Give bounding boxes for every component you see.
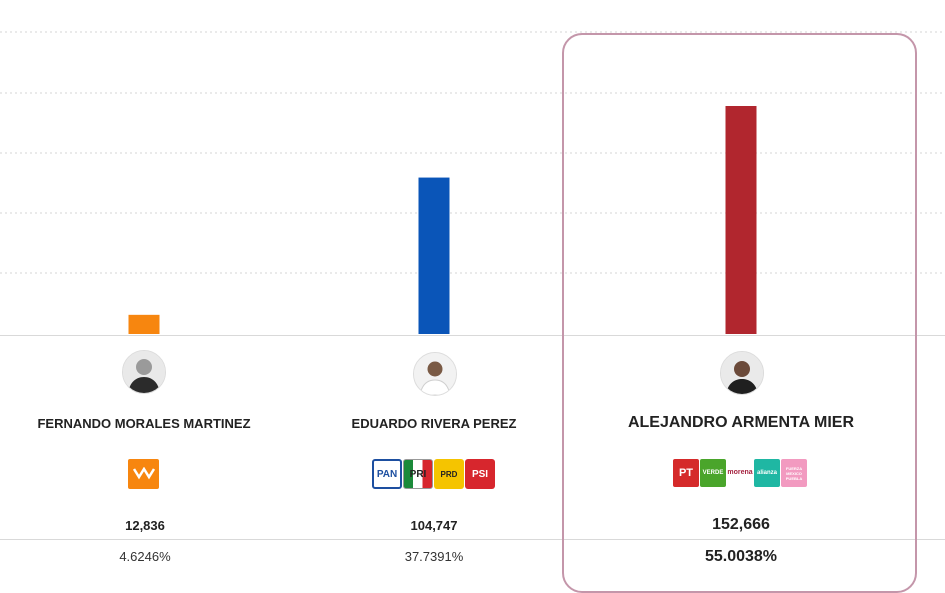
votes-fernando: 12,836 [125,518,165,533]
morena-logo: morena [727,465,753,479]
party-logos-eduardo: PAN PRI PRD PSI [372,459,496,489]
row-divider [0,539,945,540]
psi-logo: PSI [465,459,495,489]
party-logos-alejandro: PT VERDE morena alianza FUERZA MEXICO PU… [673,459,807,489]
candidate-photo-eduardo [413,352,457,396]
pt-logo: PT [673,459,699,487]
percentage-fernando: 4.6246% [119,549,171,564]
pan-logo: PAN [372,459,402,489]
bar-3 [725,106,757,334]
votes-eduardo: 104,747 [410,518,458,533]
party-logos-fernando [128,459,160,489]
winner-highlight-frame [562,33,917,593]
percentage-alejandro: 55.0038% [704,548,778,565]
pri-logo: PRI [403,459,433,489]
votes-alejandro: 152,666 [712,516,770,533]
alianza-logo: alianza [754,459,780,487]
chart-baseline [0,335,945,336]
chart-bars [128,106,757,334]
candidate-photo-alejandro [720,351,764,395]
bar-1 [128,314,160,334]
fuerza-mexico-logo: FUERZA MEXICO PUEBLA [781,459,807,487]
candidate-photo-fernando [122,350,166,394]
bar-chart [0,31,945,334]
bar-2 [418,177,450,334]
verde-logo: VERDE [700,459,726,487]
candidate-name-alejandro: ALEJANDRO ARMENTA MIER [627,414,855,431]
percentage-eduardo: 37.7391% [404,549,464,564]
prd-logo: PRD [434,459,464,489]
candidate-name-eduardo: EDUARDO RIVERA PEREZ [351,416,517,431]
candidate-name-fernando: FERNANDO MORALES MARTINEZ [37,416,251,431]
movimiento-ciudadano-logo [128,459,159,489]
